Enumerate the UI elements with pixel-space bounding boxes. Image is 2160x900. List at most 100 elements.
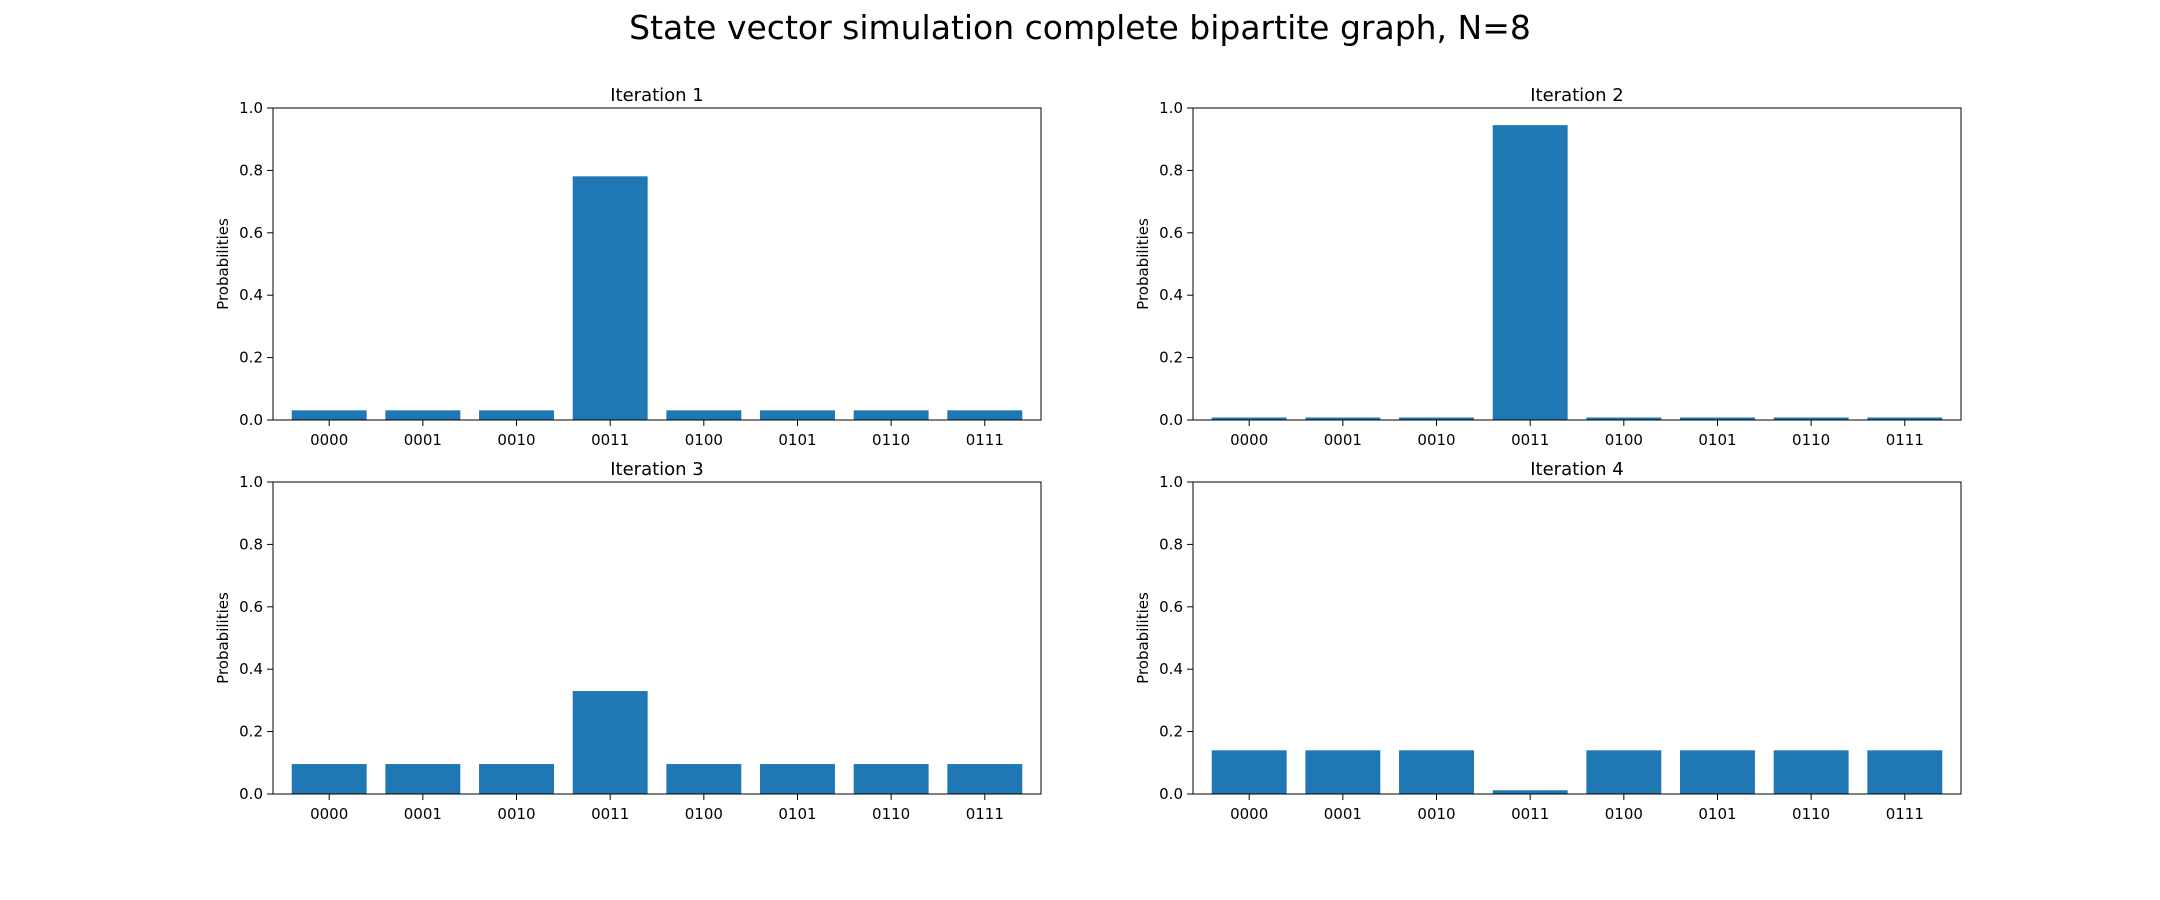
x-tick-label: 0000 [1230, 431, 1268, 449]
x-tick-label: 0110 [1792, 805, 1830, 823]
bar-0000 [1211, 750, 1287, 794]
x-tick-label: 0100 [1605, 805, 1643, 823]
x-tick-label: 0001 [1324, 805, 1362, 823]
bar-0000 [291, 410, 367, 420]
y-tick-label: 0.6 [1159, 598, 1183, 616]
bar-0010 [1399, 417, 1474, 420]
x-tick-label: 0001 [1324, 431, 1362, 449]
bar-0110 [1773, 750, 1849, 794]
subplot-title: Iteration 3 [610, 459, 704, 480]
bar-0000 [291, 764, 367, 794]
bar-0000 [1211, 417, 1287, 420]
bar-0110 [853, 410, 929, 420]
bar-0011 [1492, 125, 1568, 420]
x-tick-label: 0101 [1698, 805, 1736, 823]
bar-0001 [1305, 750, 1381, 794]
bar-0011 [1492, 790, 1568, 794]
y-tick-label: 0.0 [239, 785, 263, 803]
bar-0011 [572, 691, 648, 794]
bar-0100 [1586, 750, 1662, 794]
y-tick-label: 1.0 [1159, 99, 1183, 117]
y-tick-label: 0.4 [239, 286, 263, 304]
x-tick-label: 0011 [591, 431, 629, 449]
bar-0111 [1867, 417, 1943, 420]
x-tick-label: 0101 [778, 805, 816, 823]
x-tick-label: 0010 [1417, 805, 1455, 823]
y-tick-label: 0.2 [1159, 349, 1183, 367]
bar-0111 [947, 764, 1023, 794]
bar-0010 [1399, 750, 1474, 794]
bar-0101 [1680, 750, 1755, 794]
axes-frame [1192, 107, 1962, 421]
x-tick-label: 0011 [1511, 431, 1549, 449]
y-tick-label: 0.8 [239, 161, 263, 179]
x-tick-label: 0100 [1605, 431, 1643, 449]
y-tick-label: 0.2 [1159, 723, 1183, 741]
y-axis-label: Probabilities [1134, 218, 1152, 310]
y-axis-label: Probabilities [214, 592, 232, 684]
x-tick-label: 0000 [310, 431, 348, 449]
y-axis-label: Probabilities [1134, 592, 1152, 684]
y-tick-label: 0.6 [1159, 224, 1183, 242]
y-tick-label: 0.0 [1159, 411, 1183, 429]
bar-0010 [479, 764, 554, 794]
y-tick-label: 1.0 [239, 473, 263, 491]
y-tick-label: 0.2 [239, 349, 263, 367]
y-tick-label: 0.8 [1159, 535, 1183, 553]
bar-0111 [1867, 750, 1943, 794]
axes-frame [272, 107, 1042, 421]
x-tick-label: 0111 [1886, 805, 1924, 823]
subplot-3: 0.0 0.2 0.4 0.6 0.8 1.0 0000 0001 0010 0011 0100 01… [214, 459, 1042, 823]
x-tick-label: 0110 [1792, 431, 1830, 449]
x-tick-label: 0111 [1886, 431, 1924, 449]
bar-0101 [760, 764, 835, 794]
x-tick-label: 0110 [872, 805, 910, 823]
x-tick-label: 0110 [872, 431, 910, 449]
figure-title: State vector simulation complete biparti… [629, 8, 1531, 47]
y-tick-label: 1.0 [239, 99, 263, 117]
y-tick-label: 0.4 [239, 660, 263, 678]
x-tick-label: 0100 [685, 805, 723, 823]
bar-0100 [666, 410, 742, 420]
bar-0001 [1305, 417, 1381, 420]
bar-0001 [385, 764, 461, 794]
y-tick-label: 0.0 [239, 411, 263, 429]
bar-0110 [1773, 417, 1849, 420]
subplot-2: 0.0 0.2 0.4 0.6 0.8 1.0 0000 0001 0010 0011 0100 01… [1134, 85, 1962, 449]
x-tick-label: 0011 [1511, 805, 1549, 823]
x-tick-label: 0001 [404, 431, 442, 449]
subplot-4: 0.0 0.2 0.4 0.6 0.8 1.0 0000 0001 0010 0011 0100 01… [1134, 459, 1962, 823]
x-tick-label: 0100 [685, 431, 723, 449]
x-tick-label: 0010 [497, 431, 535, 449]
y-tick-label: 0.4 [1159, 660, 1183, 678]
x-tick-label: 0000 [1230, 805, 1268, 823]
y-tick-label: 0.6 [239, 224, 263, 242]
bar-0111 [947, 410, 1023, 420]
y-tick-label: 0.8 [1159, 161, 1183, 179]
x-tick-label: 0011 [591, 805, 629, 823]
subplot-title: Iteration 4 [1530, 459, 1624, 480]
y-tick-label: 1.0 [1159, 473, 1183, 491]
bar-0100 [1586, 417, 1662, 420]
subplot-title: Iteration 2 [1530, 85, 1624, 106]
x-tick-label: 0010 [497, 805, 535, 823]
axes-frame [272, 481, 1042, 795]
x-tick-label: 0000 [310, 805, 348, 823]
subplot-1: 0.0 0.2 0.4 0.6 0.8 1.0 0000 0001 0010 0011 0100 01… [214, 85, 1042, 449]
bar-0101 [1680, 417, 1755, 420]
y-tick-label: 0.6 [239, 598, 263, 616]
bar-0011 [572, 176, 648, 420]
y-tick-label: 0.4 [1159, 286, 1183, 304]
subplot-title: Iteration 1 [610, 85, 704, 106]
bar-0001 [385, 410, 461, 420]
x-tick-label: 0010 [1417, 431, 1455, 449]
bar-0110 [853, 764, 929, 794]
y-tick-label: 0.8 [239, 535, 263, 553]
x-tick-label: 0101 [1698, 431, 1736, 449]
x-tick-label: 0001 [404, 805, 442, 823]
bar-0010 [479, 410, 554, 420]
y-tick-label: 0.0 [1159, 785, 1183, 803]
bar-0101 [760, 410, 835, 420]
bar-0100 [666, 764, 742, 794]
